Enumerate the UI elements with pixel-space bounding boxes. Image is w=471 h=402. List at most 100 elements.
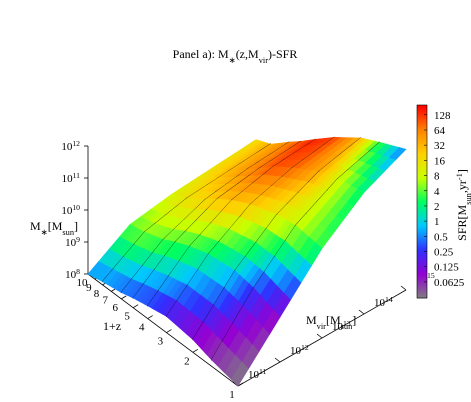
text-part: 1+z: [103, 319, 121, 333]
colorbar-strip: [417, 262, 427, 265]
colorbar-strip: [417, 122, 427, 125]
surface: [87, 136, 407, 387]
tick-exponent: 9: [76, 235, 80, 244]
colorbar-strip: [417, 106, 427, 109]
colorbar-strip: [417, 243, 427, 246]
colorbar-strip: [417, 217, 427, 220]
colorbar-strip: [417, 224, 427, 227]
text-part: (z,M: [236, 47, 259, 61]
colorbar-strip: [417, 108, 427, 111]
colorbar-label: SFR[Msun,yr-1]: [455, 169, 471, 241]
colorbar-strip: [417, 256, 427, 259]
axes: 123456789101+z10111012101310141015Mvir[M…: [30, 139, 435, 402]
text-part: ∗: [229, 56, 236, 65]
colorbar-strip: [417, 293, 427, 296]
colorbar-tick-label: 128: [434, 110, 451, 122]
colorbar-strip: [417, 121, 427, 124]
z-tick-label: 1012: [61, 139, 80, 154]
colorbar-tick-label: 0.25: [434, 247, 454, 259]
colorbar-strip: [417, 291, 427, 294]
x-tick-label: 4: [139, 322, 145, 334]
x-tick: [121, 295, 127, 300]
colorbar-strip: [417, 130, 427, 133]
y-tick: [316, 333, 323, 339]
tick-base: 10: [374, 297, 386, 309]
colorbar-strip: [417, 125, 427, 129]
colorbar-strip: [417, 151, 427, 154]
colorbar-strip: [417, 111, 427, 114]
z-tick-label: 108: [65, 267, 80, 282]
tick-exponent: 13: [343, 319, 351, 328]
colorbar-strip: [417, 296, 427, 299]
colorbar-strip: [417, 211, 427, 214]
colorbar-strip: [417, 182, 427, 185]
tick-exponent: 12: [72, 139, 80, 148]
colorbar-tick-label: 8: [434, 171, 440, 183]
colorbar-strip: [417, 193, 427, 196]
colorbar-strip: [417, 177, 427, 180]
colorbar-strip: [417, 159, 427, 162]
colorbar-strip: [417, 230, 427, 233]
x-tick-label: 3: [158, 336, 164, 348]
colorbar-tick-label: 1: [434, 216, 440, 228]
text-part: ]: [74, 219, 78, 233]
colorbar-strip: [417, 133, 427, 137]
colorbar-strip: [417, 203, 427, 206]
colorbar-strip: [417, 143, 427, 146]
colorbar-strip: [417, 273, 427, 276]
text-part: M: [30, 219, 41, 233]
colorbar-strip: [417, 294, 427, 297]
x-tick-label: 5: [124, 311, 130, 323]
colorbar-strip: [417, 275, 427, 278]
colorbar-strip: [417, 277, 427, 280]
y-tick: [400, 285, 407, 291]
x-tick: [166, 329, 172, 333]
text-part: Panel a): M: [173, 47, 229, 61]
text-part: M: [306, 313, 317, 327]
colorbar-strip: [417, 259, 427, 262]
colorbar-strip: [417, 269, 427, 272]
colorbar-strip: [417, 215, 427, 219]
text-part: ]: [352, 313, 356, 327]
y-tick-label: 1013: [332, 319, 351, 334]
x-tick-label: 8: [94, 288, 100, 300]
colorbar-strip: [417, 180, 427, 183]
x-axis-label: 1+z: [103, 319, 121, 333]
colorbar-strip: [417, 119, 427, 122]
colorbar-strip: [417, 185, 427, 188]
colorbar-strip: [417, 219, 427, 222]
x-tick: [147, 315, 153, 319]
colorbar-strip: [417, 137, 427, 140]
colorbar-strip: [417, 135, 427, 138]
colorbar-strip: [417, 145, 427, 148]
colorbar-strip: [417, 244, 427, 248]
colorbar-strip: [417, 175, 427, 178]
x-tick-label: 10: [77, 277, 89, 289]
text-part: sun: [464, 192, 471, 204]
colorbar-strip: [417, 264, 427, 267]
colorbar-strip: [417, 225, 427, 228]
y-tick-label: 1011: [248, 367, 267, 382]
text-part: -1: [455, 173, 464, 180]
colorbar-strip: [417, 222, 427, 225]
z-tick-label: 1010: [61, 203, 80, 218]
colorbar-strip: [417, 191, 427, 194]
colorbar-strip: [417, 281, 427, 285]
colorbar-strip: [417, 207, 427, 211]
colorbar-strip: [417, 227, 427, 230]
y-tick-label: 1012: [290, 343, 309, 358]
colorbar-tick-label: 4: [434, 186, 440, 198]
colorbar-strip: [417, 153, 427, 156]
tick-base: 10: [332, 321, 344, 333]
colorbar-strip: [417, 283, 427, 286]
x-tick: [132, 304, 139, 309]
colorbar-strip: [417, 116, 427, 119]
colorbar-strip: [417, 114, 427, 117]
colorbar-strip: [417, 148, 427, 151]
colorbar-strip: [417, 238, 427, 241]
colorbar-strip: [417, 196, 427, 199]
colorbar-strip: [417, 246, 427, 249]
colorbar-strip: [417, 105, 427, 108]
colorbar-strip: [417, 209, 427, 212]
tick-exponent: 11: [259, 367, 267, 376]
